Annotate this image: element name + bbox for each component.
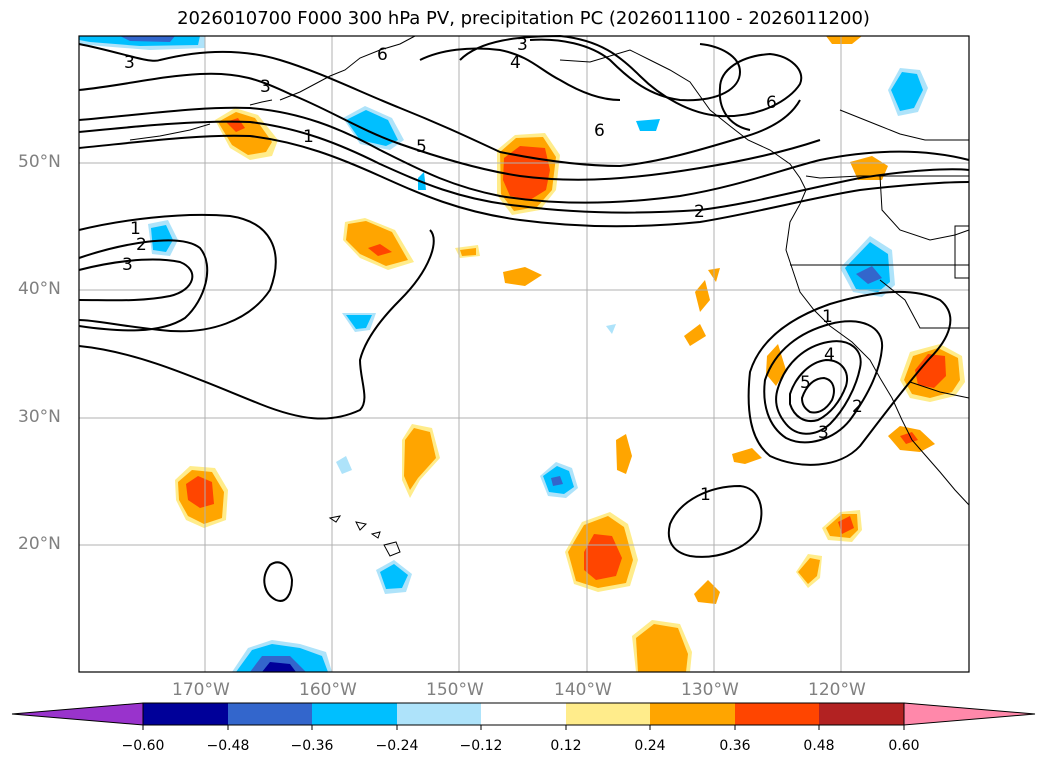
contour-label: 2: [136, 235, 147, 255]
pv-contours: [78, 34, 970, 602]
contour-label: 3: [517, 35, 528, 55]
colorbar-tick-label: −0.12: [459, 738, 503, 754]
lon-label: 130°W: [681, 680, 739, 700]
colorbar-tick-label: −0.24: [375, 738, 419, 754]
colorbar-bin: [143, 703, 228, 725]
colorbar: [11, 702, 1036, 730]
lat-label: 20°N: [18, 534, 61, 554]
colorbar-bin: [397, 703, 481, 725]
contour-label: 6: [377, 45, 388, 65]
map-title: 2026010700 F000 300 hPa PV, precipitatio…: [177, 8, 870, 29]
contour-label: 6: [594, 121, 605, 141]
colorbar-tick-label: 0.36: [719, 738, 751, 754]
colorbar-tick-label: −0.36: [290, 738, 334, 754]
contour-label: 3: [122, 255, 133, 275]
colorbar-bin: [819, 703, 904, 725]
lon-label: 160°W: [299, 680, 357, 700]
plot-background: [79, 36, 969, 672]
lon-label: 140°W: [554, 680, 612, 700]
plot-frame: [78, 35, 970, 673]
contour-label: 5: [416, 137, 427, 157]
colorbar-bin: [650, 703, 735, 725]
colorbar-tick-label: −0.48: [206, 738, 250, 754]
colorbar-bin: [228, 703, 312, 725]
contour-label: 1: [822, 307, 833, 327]
contour-label: 1: [700, 485, 711, 505]
lat-label: 30°N: [18, 407, 61, 427]
colorbar-over-arrow: [903, 702, 1036, 726]
coastlines: [129, 35, 970, 557]
contour-label: 4: [824, 345, 835, 365]
colorbar-under-arrow: [11, 702, 144, 726]
colorbar-bin: [735, 703, 819, 725]
colorbar-tick-label: 0.24: [634, 738, 666, 754]
contour-label: 3: [124, 53, 135, 73]
lat-label: 50°N: [18, 152, 61, 172]
contour-label: 6: [766, 93, 777, 113]
colorbar-tick-label: 0.60: [888, 738, 920, 754]
contour-label: 2: [694, 202, 705, 222]
graticule: [79, 36, 969, 672]
colorbar-tick-label: −0.60: [121, 738, 165, 754]
lon-label: 120°W: [808, 680, 866, 700]
contour-label: 1: [130, 219, 141, 239]
contour-label: 3: [260, 77, 271, 97]
lon-label: 150°W: [426, 680, 484, 700]
contour-label: 2: [852, 397, 863, 417]
colorbar-bin: [312, 703, 397, 725]
colorbar-tick-label: 0.12: [550, 738, 582, 754]
lat-label: 40°N: [18, 279, 61, 299]
colorbar-bin: [566, 703, 650, 725]
colorbar-bin: [481, 703, 566, 725]
contour-label-group: 3 6 3 4 3 1 5 6 6 2 1 2 3 1 4 5 2 3 1: [122, 35, 863, 505]
contour-label: 1: [303, 127, 314, 147]
precip-fields: [79, 36, 965, 672]
contour-label: 4: [510, 53, 521, 73]
lon-label: 170°W: [172, 680, 230, 700]
contour-label: 3: [818, 423, 829, 443]
colorbar-tick-label: 0.48: [803, 738, 835, 754]
contour-label: 5: [800, 373, 811, 393]
